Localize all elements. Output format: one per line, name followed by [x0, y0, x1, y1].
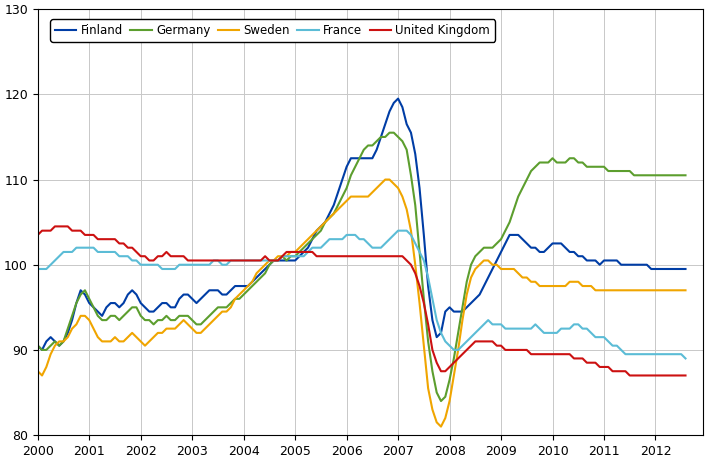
United Kingdom: [201, 258, 209, 263]
United Kingdom: [626, 373, 634, 378]
France: [458, 343, 467, 348]
France: [682, 356, 690, 361]
United Kingdom: [471, 339, 479, 344]
Finland: [682, 266, 690, 272]
Sweden: [462, 292, 471, 298]
Sweden: [381, 177, 390, 182]
Sweden: [132, 334, 141, 340]
Finland: [136, 300, 145, 306]
United Kingdom: [682, 373, 690, 378]
Line: Germany: Germany: [37, 133, 686, 401]
France: [257, 258, 265, 263]
Finland: [201, 292, 209, 298]
France: [132, 258, 141, 263]
Line: Sweden: Sweden: [37, 180, 686, 426]
United Kingdom: [33, 232, 42, 237]
Finland: [59, 339, 68, 344]
Line: Finland: Finland: [37, 98, 686, 350]
Line: France: France: [37, 231, 686, 359]
Sweden: [475, 262, 484, 267]
Finland: [462, 304, 471, 310]
Germany: [475, 249, 484, 255]
Germany: [257, 275, 265, 280]
United Kingdom: [59, 224, 68, 229]
Germany: [437, 398, 445, 404]
Finland: [475, 292, 484, 298]
France: [394, 228, 402, 233]
Sweden: [437, 424, 445, 429]
Sweden: [682, 287, 690, 293]
France: [471, 330, 479, 336]
United Kingdom: [136, 254, 145, 259]
United Kingdom: [51, 224, 59, 229]
France: [33, 266, 42, 272]
France: [197, 262, 205, 267]
Finland: [261, 266, 269, 272]
Germany: [33, 343, 42, 348]
Sweden: [55, 339, 64, 344]
Sweden: [257, 266, 265, 272]
Germany: [55, 343, 64, 348]
Finland: [394, 96, 402, 101]
United Kingdom: [458, 352, 467, 357]
Sweden: [33, 369, 42, 374]
Germany: [682, 172, 690, 178]
Finland: [33, 343, 42, 348]
Germany: [462, 279, 471, 285]
Germany: [132, 304, 141, 310]
France: [55, 254, 64, 259]
Germany: [197, 322, 205, 327]
United Kingdom: [261, 254, 269, 259]
Germany: [385, 130, 394, 135]
Sweden: [197, 330, 205, 336]
Line: United Kingdom: United Kingdom: [37, 226, 686, 376]
Finland: [37, 347, 46, 353]
Legend: Finland, Germany, Sweden, France, United Kingdom: Finland, Germany, Sweden, France, United…: [50, 19, 495, 42]
